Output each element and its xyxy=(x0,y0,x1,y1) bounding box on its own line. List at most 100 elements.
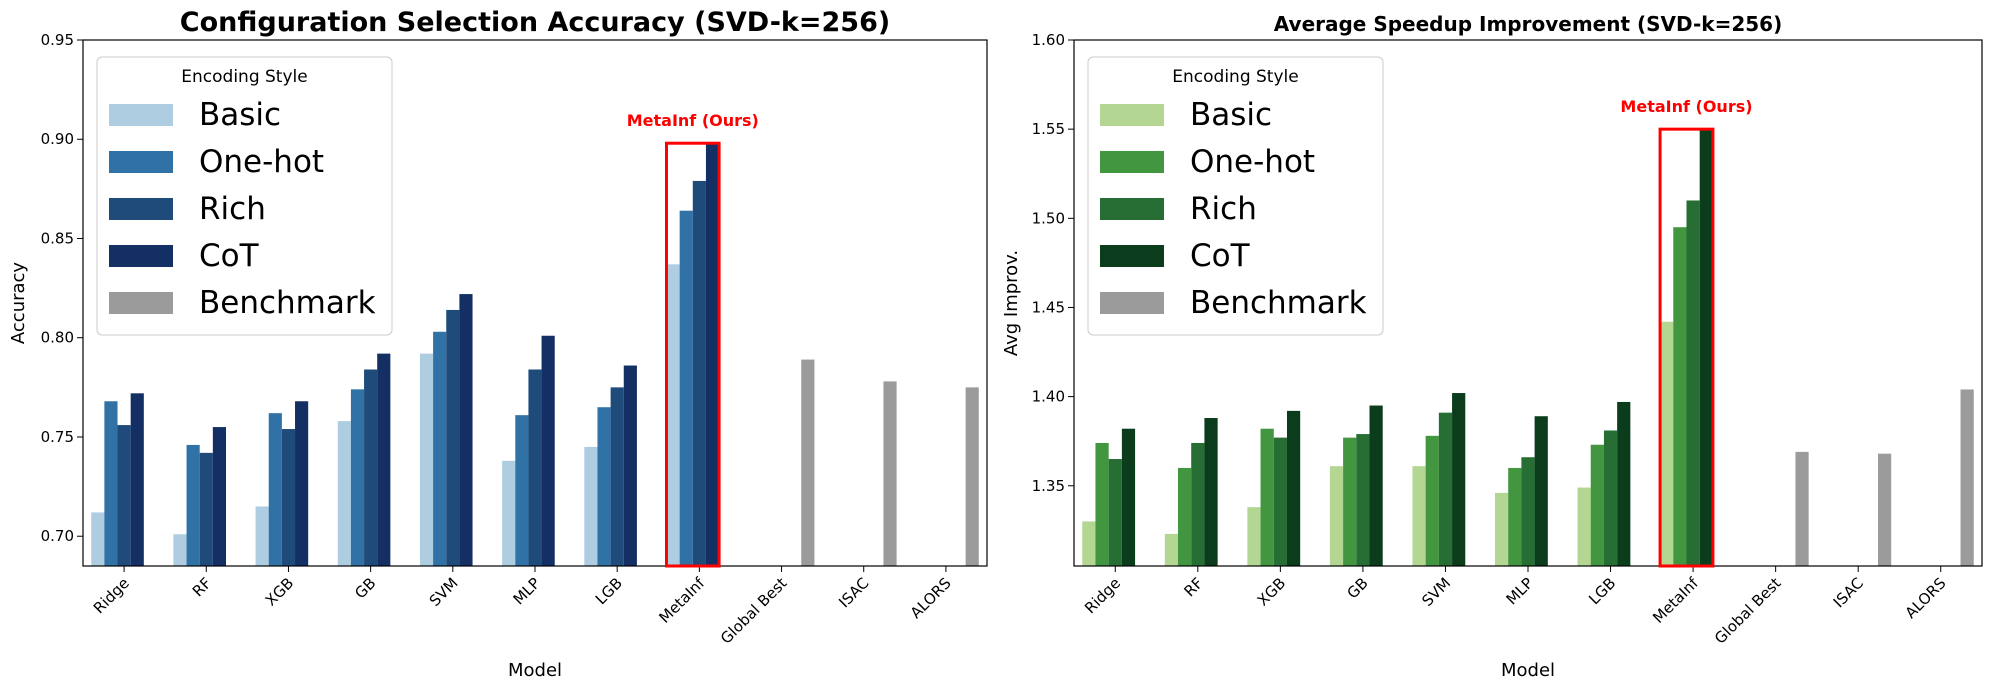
x-tick-label: Ridge xyxy=(1081,574,1124,617)
y-tick-label: 1.50 xyxy=(1032,209,1065,227)
legend-item-label: Basic xyxy=(1190,97,1272,133)
x-tick-label: MetaInf xyxy=(1649,574,1702,627)
bar-cot-svm xyxy=(1452,393,1466,566)
bar-one-hot-rf xyxy=(186,444,200,566)
x-tick-label: LGB xyxy=(1585,574,1619,608)
bar-basic-lgb xyxy=(584,446,598,566)
bar-one-hot-xgb xyxy=(1260,428,1274,566)
y-tick-label: 0.80 xyxy=(41,329,74,347)
x-tick-label: ALORS xyxy=(1902,574,1950,622)
legend-title: Encoding Style xyxy=(1172,67,1298,87)
bar-cot-rf xyxy=(212,427,226,566)
legend-swatch xyxy=(109,198,173,220)
bar-rich-metainf xyxy=(1686,200,1700,566)
bar-basic-ridge xyxy=(1082,521,1096,566)
bar-one-hot-metainf xyxy=(1673,227,1687,566)
bar-rich-gb xyxy=(364,369,378,566)
x-tick-label: MetaInf xyxy=(656,574,709,627)
legend-swatch xyxy=(1100,151,1164,173)
bar-cot-xgb xyxy=(295,401,309,566)
highlight-box xyxy=(664,141,721,568)
chart-panel-2: Average Speedup Improvement (SVD-k=256) 1… xyxy=(1001,12,1983,681)
legend-swatch xyxy=(109,151,173,173)
bar-rich-ridge xyxy=(117,425,131,566)
y-tick-label: 0.70 xyxy=(41,527,74,545)
y-axis-label: Accuracy xyxy=(8,262,29,345)
bar-one-hot-lgb xyxy=(1590,444,1604,566)
bar-cot-svm xyxy=(459,294,473,566)
y-tick-label: 0.85 xyxy=(41,229,74,247)
bar-rich-metainf xyxy=(692,180,706,566)
bar-one-hot-rf xyxy=(1178,467,1192,566)
bar-one-hot-xgb xyxy=(268,413,282,566)
x-tick-label: ALORS xyxy=(907,574,955,622)
legend-swatch xyxy=(1100,104,1164,126)
legend-item-label: CoT xyxy=(1190,238,1251,274)
x-tick-label: GB xyxy=(351,574,379,602)
y-tick-label: 1.45 xyxy=(1032,298,1065,316)
legend-swatch xyxy=(1100,292,1164,314)
x-tick-label: Ridge xyxy=(90,574,133,617)
bar-basic-mlp xyxy=(1494,492,1509,566)
bar-basic-xgb xyxy=(255,506,269,566)
legend-item-label: One-hot xyxy=(199,144,324,180)
legend: Encoding Style Basic One-hot Rich CoT Benchma… xyxy=(96,56,393,336)
bar-one-hot-svm xyxy=(1425,435,1439,566)
x-tick-label: RF xyxy=(189,574,215,600)
bar-one-hot-mlp xyxy=(1508,467,1522,566)
bar-cot-metainf xyxy=(1699,129,1713,566)
bar-one-hot-lgb xyxy=(597,407,611,566)
x-tick-label: MLP xyxy=(1503,574,1537,608)
x-tick-label: ISAC xyxy=(835,574,872,611)
bar-one-hot-ridge xyxy=(1095,442,1109,566)
bar-rich-xgb xyxy=(281,429,296,566)
bar-rich-gb xyxy=(1356,434,1370,566)
x-tick-label: Global Best xyxy=(717,574,791,648)
bar-cot-mlp xyxy=(541,335,555,566)
bar-cot-ridge xyxy=(130,393,144,566)
bar-benchmark-global-best xyxy=(1795,451,1809,566)
x-axis-label: Model xyxy=(1501,660,1555,681)
bar-benchmark-global-best xyxy=(801,359,815,566)
bar-benchmark-alors xyxy=(965,387,979,566)
highlight-box xyxy=(1658,127,1715,568)
legend-item-label: Benchmark xyxy=(1190,285,1367,321)
x-axis-label: Model xyxy=(508,660,562,681)
legend-item-label: Rich xyxy=(199,191,266,227)
bar-rich-mlp xyxy=(1521,457,1535,566)
bar-basic-xgb xyxy=(1247,507,1261,566)
legend-swatch xyxy=(1100,245,1164,267)
bar-one-hot-ridge xyxy=(104,401,118,566)
x-tick-label: ISAC xyxy=(1830,574,1867,611)
y-axis-label: Avg Improv. xyxy=(1001,250,1022,356)
bar-cot-gb xyxy=(1369,405,1383,566)
bar-rich-lgb xyxy=(1603,430,1618,566)
bar-rich-xgb xyxy=(1273,437,1287,566)
bar-rich-rf xyxy=(199,452,213,566)
annotation-label: MetaInf (Ours) xyxy=(1620,97,1752,116)
bar-basic-mlp xyxy=(502,460,516,566)
bar-basic-gb xyxy=(337,421,351,566)
chart-title: Configuration Selection Accuracy (SVD-k=… xyxy=(180,7,890,38)
bar-cot-gb xyxy=(377,353,391,566)
legend-swatch xyxy=(109,292,173,314)
bar-basic-gb xyxy=(1329,466,1344,566)
bar-basic-ridge xyxy=(91,512,105,566)
legend-title: Encoding Style xyxy=(181,67,307,87)
legend: Encoding Style Basic One-hot Rich CoT Benchma… xyxy=(1087,56,1384,336)
bar-benchmark-isac xyxy=(883,381,897,566)
bar-basic-svm xyxy=(1412,466,1426,566)
legend-item-label: CoT xyxy=(199,238,260,274)
bar-rich-rf xyxy=(1191,442,1205,566)
bar-one-hot-metainf xyxy=(679,210,693,566)
x-tick-label: Global Best xyxy=(1711,574,1785,648)
x-tick-label: GB xyxy=(1344,574,1372,602)
bar-one-hot-svm xyxy=(433,331,447,566)
bar-basic-rf xyxy=(173,534,187,566)
legend-item-label: Benchmark xyxy=(199,285,376,321)
bar-basic-svm xyxy=(419,353,434,566)
y-tick-label: 1.40 xyxy=(1032,388,1065,406)
bar-one-hot-gb xyxy=(1343,437,1357,566)
x-tick-label: LGB xyxy=(592,574,626,608)
